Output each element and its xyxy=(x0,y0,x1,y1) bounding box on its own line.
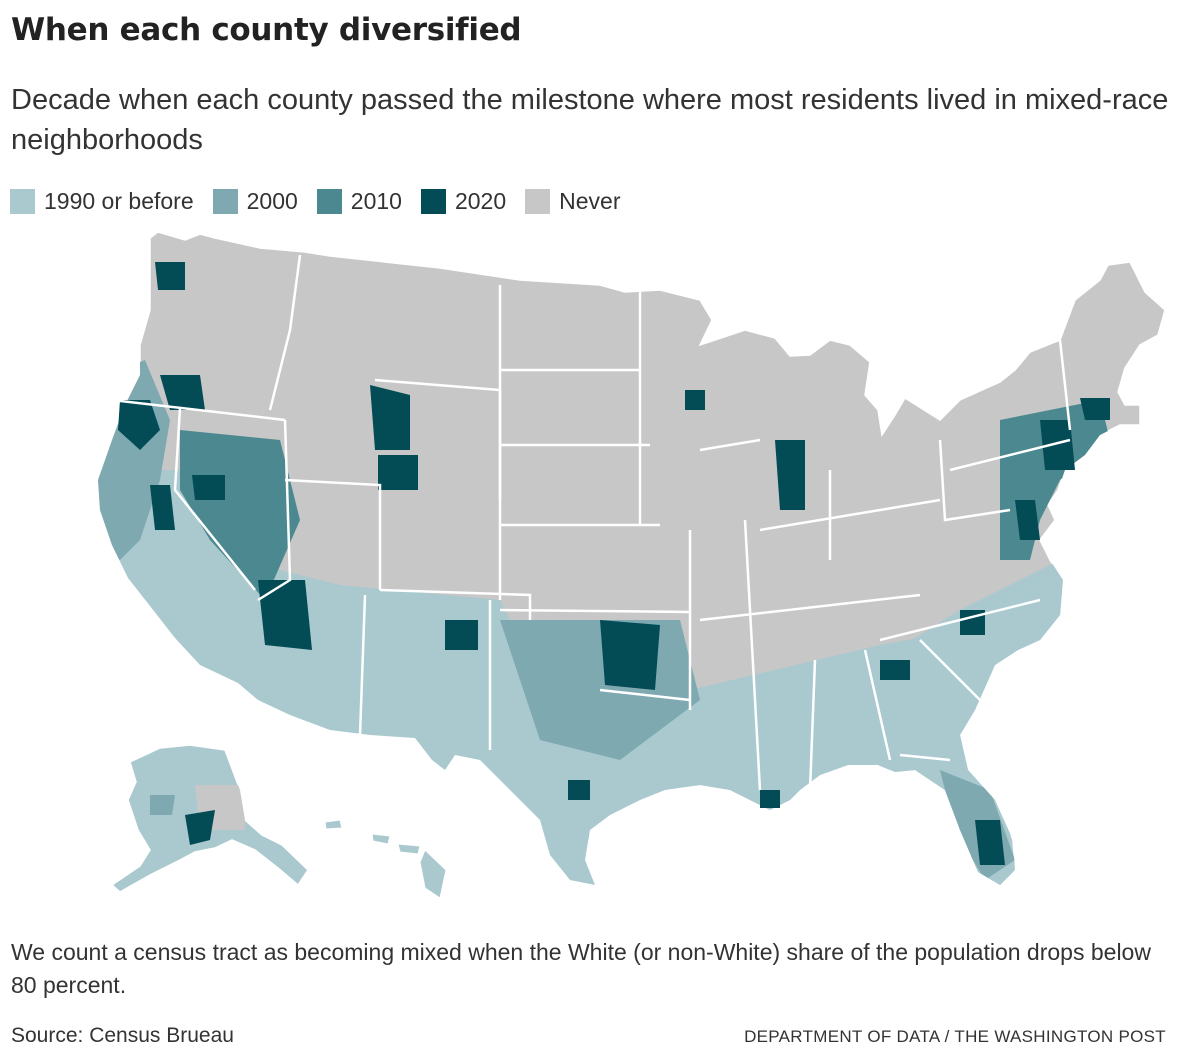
alaska-dark-area xyxy=(185,810,215,845)
county-highlight xyxy=(150,485,175,530)
legend-label: 1990 or before xyxy=(44,187,194,214)
state-border xyxy=(699,593,921,622)
county-highlight xyxy=(760,790,780,808)
source-line: Source: Census Brueau xyxy=(11,1024,234,1047)
credit-line: DEPARTMENT OF DATA / THE WASHINGTON POST xyxy=(744,1027,1166,1046)
region-appalachia xyxy=(780,520,990,640)
legend-item-2000: 2000 xyxy=(212,187,298,215)
contiguous-us xyxy=(97,231,1166,887)
legend-swatch xyxy=(212,188,238,214)
county-highlight xyxy=(600,620,660,690)
county-highlight xyxy=(1080,398,1110,420)
state-border xyxy=(919,639,981,701)
county-highlight xyxy=(975,820,1005,865)
dark-county-highlights xyxy=(118,262,1110,865)
county-highlight xyxy=(775,440,805,510)
chart-subtitle: Decade when each county passed the miles… xyxy=(11,84,1169,156)
state-border xyxy=(899,753,951,762)
legend: 1990 or before 2000 2010 2020 Never xyxy=(10,187,640,215)
state-border xyxy=(257,419,292,602)
state-borders xyxy=(111,254,1072,791)
county-highlight xyxy=(192,475,225,500)
legend-swatch xyxy=(316,188,342,214)
state-border xyxy=(284,478,382,590)
hawaii-islands xyxy=(324,819,447,899)
county-highlight xyxy=(1040,420,1075,470)
legend-swatch xyxy=(525,188,551,214)
methodology-note: We count a census tract as becoming mixe… xyxy=(11,939,1151,998)
legend-label: 2010 xyxy=(350,187,402,214)
region-nevada xyxy=(180,430,300,600)
state-border xyxy=(499,608,691,614)
state-border xyxy=(863,649,892,761)
county-highlight xyxy=(445,620,478,650)
county-highlight xyxy=(160,375,205,410)
county-highlight xyxy=(378,455,418,490)
state-border xyxy=(759,498,941,532)
county-highlight xyxy=(118,400,160,450)
legend-label: 2020 xyxy=(454,187,507,214)
state-border xyxy=(1058,339,1072,431)
state-border xyxy=(699,438,761,452)
legend-item-1990-or-before: 1990 or before xyxy=(10,188,194,215)
state-border xyxy=(173,407,256,591)
legend-item-2020: 2020 xyxy=(420,187,507,215)
county-choropleth-map xyxy=(97,231,1166,899)
legend-label: Never xyxy=(559,187,621,214)
state-border xyxy=(879,598,1041,642)
legend-item-never: Never xyxy=(525,187,621,215)
legend-swatch xyxy=(420,188,446,214)
county-highlight xyxy=(685,390,705,410)
state-border xyxy=(938,439,1011,522)
state-border xyxy=(949,438,1071,472)
legend-item-2010: 2010 xyxy=(316,187,402,215)
legend-label: 2000 xyxy=(246,187,298,214)
state-border xyxy=(358,594,367,736)
state-border xyxy=(379,588,532,620)
hawaii xyxy=(324,819,447,899)
county-highlight xyxy=(155,262,185,290)
chart-title: When each county diversified xyxy=(11,12,522,48)
county-highlight xyxy=(1015,500,1040,540)
state-border xyxy=(743,519,762,791)
county-highlight xyxy=(370,385,410,450)
county-highlight xyxy=(258,580,312,650)
state-border xyxy=(599,688,691,702)
state-border xyxy=(808,659,817,791)
county-highlight xyxy=(880,660,910,680)
alaska-mid-area xyxy=(150,795,175,815)
state-border xyxy=(268,254,302,411)
alaska xyxy=(110,744,309,893)
legend-swatch xyxy=(10,188,35,214)
state-border xyxy=(111,398,286,422)
county-highlight xyxy=(568,780,590,800)
